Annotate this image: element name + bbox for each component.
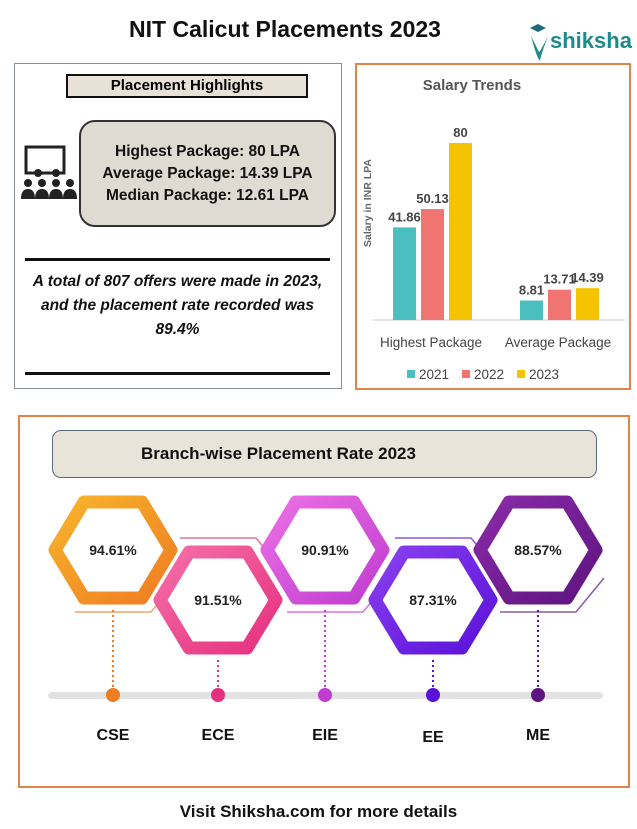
bar-2023-1: [576, 288, 599, 320]
bar-2021-1: [520, 300, 543, 320]
shiksha-logo: shiksha: [528, 14, 632, 62]
bar-2022-1: [548, 289, 571, 320]
placement-rate: 90.91%: [301, 542, 349, 558]
branch-hexagon-graphic: 94.61% 91.51% 90.91% 87.31% 88.57%: [48, 495, 605, 702]
branch-label-ece: ECE: [201, 727, 235, 744]
audience-presentation-icon: [21, 145, 77, 199]
highlights-panel: [14, 63, 342, 389]
legend-label: 2021: [419, 367, 449, 382]
bar-2023-0: [449, 143, 472, 320]
hexagon-ee: [368, 545, 498, 655]
legend-swatch: [517, 370, 525, 378]
logo-text: shiksha: [550, 28, 632, 53]
legend-swatch: [462, 370, 470, 378]
bar-2022-0: [421, 209, 444, 320]
hexagon-eie: [260, 495, 390, 605]
placement-summary: A total of 807 offers were made in 2023,…: [32, 273, 323, 338]
branch-label-cse: CSE: [96, 727, 130, 744]
data-label: 8.81: [519, 283, 544, 298]
timeline-dot: [426, 688, 440, 702]
median-package: Median Package: 12.61 LPA: [105, 186, 310, 204]
placement-rate: 88.57%: [514, 542, 562, 558]
branch-label-ee: EE: [422, 729, 444, 746]
legend-label: 2022: [474, 367, 504, 382]
branch-label-eie: EIE: [312, 727, 338, 744]
y-axis-label: Salary in INR LPA: [362, 159, 374, 247]
branch-title: Branch-wise Placement Rate 2023: [52, 430, 597, 478]
data-label: 13.71: [543, 272, 576, 287]
data-label: 14.39: [571, 270, 604, 285]
timeline-dot: [531, 688, 545, 702]
divider: [25, 372, 330, 375]
branch-panel: [18, 415, 630, 788]
timeline-dot: [106, 688, 120, 702]
highlights-title: Placement Highlights: [66, 74, 308, 98]
average-package: Average Package: 14.39 LPA: [102, 164, 313, 182]
branch-label-me: ME: [526, 727, 550, 744]
chart-title: Salary Trends: [423, 77, 521, 94]
timeline-dot: [318, 688, 332, 702]
salary-trends-panel: [355, 63, 631, 390]
x-tick-label: Average Package: [505, 335, 611, 350]
hexagon-cse: [48, 495, 178, 605]
hexagon-me: [473, 495, 603, 605]
x-tick-label: Highest Package: [380, 335, 482, 350]
package-highlights-box: Highest Package: 80 LPA Average Package:…: [79, 120, 336, 227]
highest-package: Highest Package: 80 LPA: [115, 142, 300, 160]
salary-trends-chart: Salary Trends Salary in INR LPA 41.86 50.…: [362, 77, 625, 382]
connector-line: [500, 577, 605, 613]
bar-2021-0: [393, 227, 416, 320]
legend-swatch: [407, 370, 415, 378]
footer-text: Visit Shiksha.com for more details: [179, 802, 458, 821]
placement-rate: 91.51%: [194, 592, 242, 608]
divider: [25, 258, 330, 261]
logo-mark-icon: [530, 24, 548, 61]
timeline-dot: [211, 688, 225, 702]
data-label: 50.13: [416, 191, 449, 206]
data-label: 41.86: [388, 209, 421, 224]
placement-rate: 87.31%: [409, 592, 457, 608]
data-label: 80: [453, 125, 467, 140]
legend-label: 2023: [529, 367, 559, 382]
placement-rate: 94.61%: [89, 542, 137, 558]
page-title: NIT Calicut Placements 2023: [129, 16, 441, 42]
hexagon-ece: [153, 545, 283, 655]
